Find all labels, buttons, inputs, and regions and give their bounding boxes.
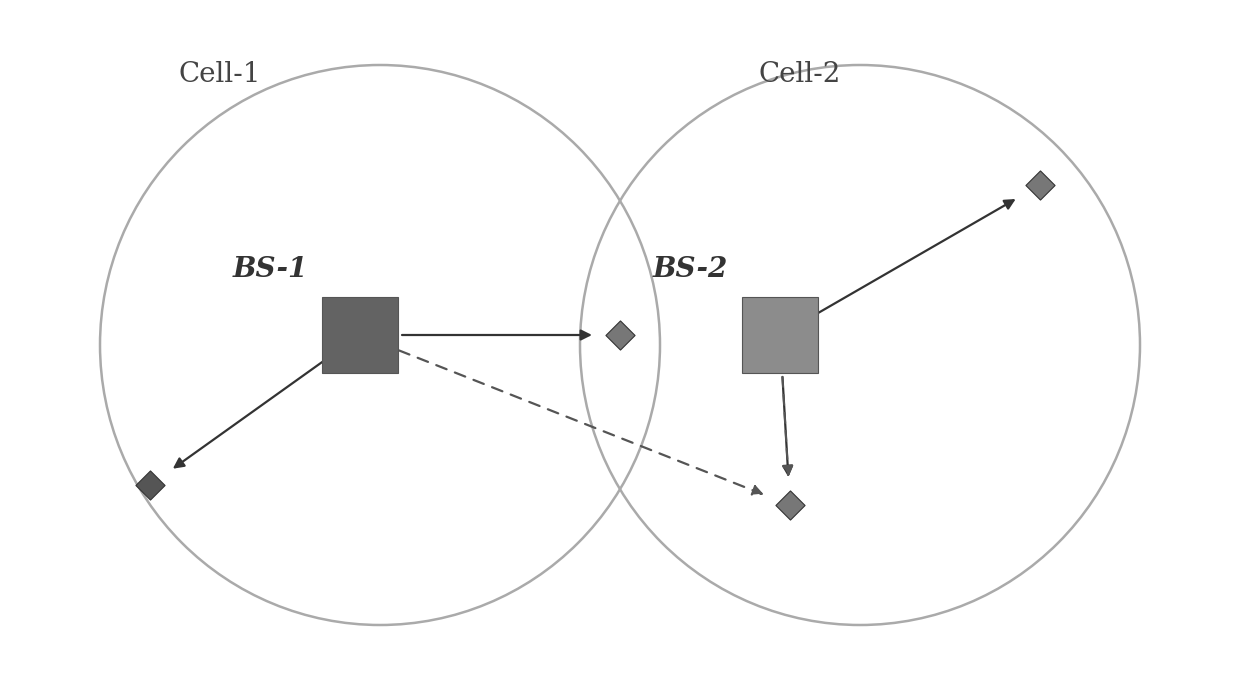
- Bar: [322, 297, 398, 373]
- Text: BS-1: BS-1: [233, 256, 307, 284]
- Text: BS-2: BS-2: [653, 256, 727, 284]
- Point: [781, 499, 800, 510]
- Point: [1030, 179, 1049, 190]
- Bar: [742, 297, 818, 373]
- Text: Cell-1: Cell-1: [178, 62, 261, 88]
- Point: [610, 329, 629, 340]
- Point: [140, 479, 160, 490]
- Text: Cell-2: Cell-2: [758, 62, 841, 88]
